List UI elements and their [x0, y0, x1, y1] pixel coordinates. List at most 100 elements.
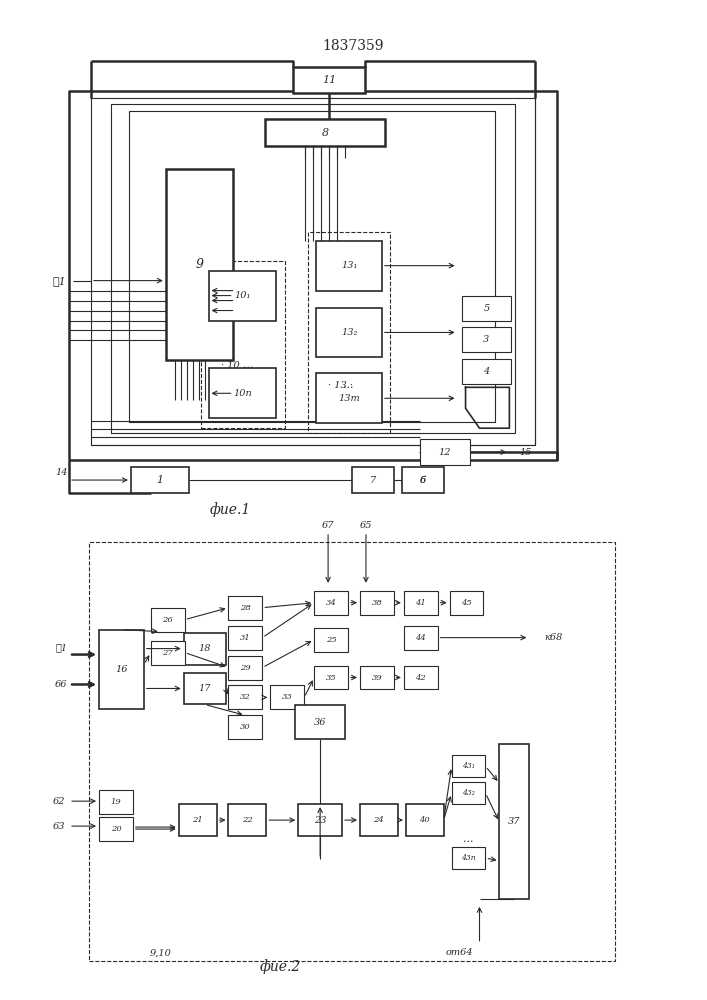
Bar	[228, 626, 262, 650]
Bar	[228, 685, 262, 709]
Text: 43n: 43n	[461, 854, 476, 862]
Bar	[270, 685, 304, 709]
Text: 6: 6	[419, 476, 426, 485]
Bar	[228, 656, 262, 680]
Bar	[99, 630, 144, 709]
Text: 40: 40	[419, 816, 430, 824]
Bar	[316, 241, 382, 291]
Text: ...: ...	[343, 380, 354, 390]
Bar	[265, 119, 385, 146]
Bar	[402, 467, 444, 493]
Text: 33: 33	[282, 693, 293, 701]
Bar	[314, 591, 348, 615]
Bar	[209, 271, 276, 320]
Bar	[420, 439, 469, 465]
Bar	[293, 67, 365, 93]
Bar	[404, 666, 438, 689]
Bar	[314, 666, 348, 689]
Text: ...: ...	[463, 834, 474, 844]
Bar	[99, 790, 133, 814]
Bar	[462, 327, 511, 352]
Bar	[404, 591, 438, 615]
Bar	[179, 804, 216, 836]
Bar	[99, 817, 133, 841]
Bar	[165, 169, 233, 360]
Text: 1837359: 1837359	[322, 39, 384, 53]
Bar	[360, 591, 394, 615]
Text: 27: 27	[163, 649, 173, 657]
Bar	[450, 591, 484, 615]
Bar	[462, 296, 511, 320]
Bar	[499, 744, 530, 899]
Text: 4: 4	[484, 367, 490, 376]
Text: 18: 18	[199, 644, 211, 653]
Text: 11: 11	[322, 75, 337, 85]
Text: 1: 1	[156, 475, 163, 485]
Text: 8: 8	[322, 128, 329, 138]
Text: 25: 25	[326, 636, 337, 644]
Text: ...: ...	[243, 360, 254, 370]
Bar	[131, 467, 189, 493]
Bar	[201, 261, 285, 428]
Bar	[452, 782, 486, 804]
Bar	[151, 608, 185, 632]
Text: 3: 3	[484, 335, 490, 344]
Bar	[314, 628, 348, 652]
Bar	[404, 626, 438, 650]
Text: 43₁: 43₁	[462, 762, 475, 770]
Bar	[308, 232, 390, 433]
Text: 43₂: 43₂	[462, 789, 475, 797]
Bar	[296, 705, 345, 739]
Text: 10₁: 10₁	[234, 291, 250, 300]
Text: 20: 20	[110, 825, 122, 833]
Bar	[89, 542, 615, 961]
Text: от64: от64	[446, 948, 474, 957]
Bar	[406, 804, 444, 836]
Text: 30: 30	[240, 723, 251, 731]
Text: · 13 ·: · 13 ·	[328, 381, 353, 390]
Text: 34: 34	[326, 599, 337, 607]
Text: 66: 66	[55, 680, 67, 689]
Text: 35: 35	[326, 674, 337, 682]
Text: 䄞1: 䄞1	[52, 276, 66, 286]
Bar	[352, 467, 394, 493]
Bar	[316, 308, 382, 357]
Text: 65: 65	[360, 521, 372, 530]
Text: 38: 38	[372, 599, 382, 607]
Text: 15: 15	[520, 448, 532, 457]
Bar	[228, 596, 262, 620]
Text: 45: 45	[461, 599, 472, 607]
Text: б: б	[420, 476, 426, 485]
Text: 5: 5	[484, 304, 490, 313]
Text: 32: 32	[240, 693, 251, 701]
Text: 7: 7	[370, 476, 376, 485]
Bar	[360, 804, 398, 836]
Text: 62: 62	[53, 797, 66, 806]
Text: 13₂: 13₂	[341, 328, 357, 337]
Text: 63: 63	[53, 822, 66, 831]
Text: 29: 29	[240, 664, 251, 672]
Bar	[228, 715, 262, 739]
Bar	[360, 666, 394, 689]
Bar	[228, 804, 267, 836]
Text: 9: 9	[196, 258, 204, 271]
Text: фие.2: фие.2	[259, 959, 301, 974]
Bar	[184, 673, 226, 704]
Text: 37: 37	[508, 817, 520, 826]
Text: 14: 14	[55, 468, 67, 477]
Text: 䄞1: 䄞1	[55, 643, 67, 652]
Text: 26: 26	[163, 616, 173, 624]
Bar	[452, 755, 486, 777]
Text: 23: 23	[314, 816, 327, 825]
Text: к68: к68	[544, 633, 563, 642]
Text: 17: 17	[199, 684, 211, 693]
Text: 67: 67	[322, 521, 334, 530]
Bar	[316, 373, 382, 423]
Text: 21: 21	[192, 816, 203, 824]
Text: 42: 42	[415, 674, 426, 682]
Text: 13₁: 13₁	[341, 261, 357, 270]
Bar	[462, 359, 511, 384]
Bar	[151, 641, 185, 665]
Text: 41: 41	[415, 599, 426, 607]
Text: 28: 28	[240, 604, 251, 612]
